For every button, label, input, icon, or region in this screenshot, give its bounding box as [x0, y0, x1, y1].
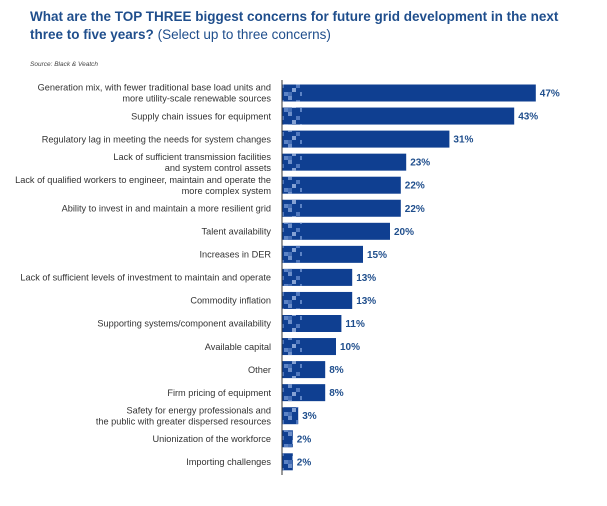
- chart-subtitle: (Select up to three concerns): [157, 27, 331, 42]
- bar-texture: [282, 453, 293, 471]
- bar: [282, 176, 401, 194]
- category-label: Supply chain issues for equipment: [131, 111, 271, 121]
- category-label: Talent availability: [202, 227, 272, 237]
- bar: [282, 245, 363, 263]
- bar-texture: [282, 222, 302, 240]
- category-label: Supporting systems/component availabilit…: [97, 319, 271, 329]
- bar-texture: [282, 315, 302, 332]
- chart-source: Source: Black & Veatch: [30, 61, 99, 68]
- value-label: 10%: [340, 342, 360, 353]
- category-label: Lack of sufficient transmission faciliti…: [113, 152, 271, 173]
- bar-texture: [282, 107, 302, 125]
- value-label: 31%: [453, 135, 473, 146]
- bar-texture: [282, 268, 302, 286]
- value-label: 23%: [410, 158, 430, 169]
- category-label: Commodity inflation: [190, 296, 271, 306]
- value-label: 11%: [345, 319, 365, 330]
- value-label: 8%: [329, 388, 344, 399]
- value-label: 2%: [297, 457, 312, 468]
- bar-texture: [282, 384, 302, 402]
- bar-texture: [282, 176, 302, 194]
- bar-texture: [282, 130, 302, 148]
- bar: [282, 107, 515, 125]
- value-label: 3%: [302, 411, 317, 422]
- category-label: Generation mix, with fewer traditional b…: [38, 83, 272, 104]
- bar-texture: [282, 199, 302, 217]
- value-label: 47%: [540, 89, 560, 100]
- category-label: Increases in DER: [200, 250, 272, 260]
- value-label: 20%: [394, 227, 414, 238]
- category-label: Other: [248, 365, 271, 375]
- category-label: Unionization of the workforce: [153, 434, 271, 444]
- category-label: Firm pricing of equipment: [167, 388, 271, 398]
- category-label: Available capital: [205, 342, 271, 352]
- value-label: 43%: [518, 112, 538, 123]
- bar-texture: [282, 245, 302, 263]
- bar: [282, 222, 390, 240]
- value-label: 22%: [405, 181, 425, 192]
- category-label: Lack of sufficient levels of investment …: [20, 273, 271, 283]
- bar-texture: [282, 153, 302, 171]
- bar-texture: [282, 430, 293, 448]
- value-label: 13%: [356, 273, 376, 284]
- bar: [282, 153, 407, 171]
- value-label: 13%: [356, 296, 376, 307]
- bar: [282, 199, 401, 217]
- chart-title: What are the TOP THREE biggest concerns …: [30, 9, 559, 42]
- bar: [282, 130, 450, 148]
- bar-texture: [282, 361, 302, 379]
- bar-texture: [282, 338, 302, 356]
- bar-texture: [282, 291, 302, 309]
- value-label: 22%: [405, 204, 425, 215]
- value-label: 8%: [329, 365, 344, 376]
- category-label: Safety for energy professionals and the p…: [96, 405, 272, 426]
- category-label: Importing challenges: [186, 457, 271, 467]
- category-label: Ability to invest in and maintain a more…: [62, 203, 271, 213]
- category-label: Regulatory lag in meeting the needs for …: [42, 134, 272, 144]
- value-label: 2%: [297, 434, 312, 445]
- chart-title-block: What are the TOP THREE biggest concerns …: [30, 8, 590, 44]
- category-label: Lack of qualified workers to engineer, m…: [15, 175, 271, 196]
- bar: [282, 84, 536, 102]
- bar-texture: [282, 84, 302, 102]
- bar-texture: [282, 407, 299, 425]
- value-label: 15%: [367, 250, 387, 261]
